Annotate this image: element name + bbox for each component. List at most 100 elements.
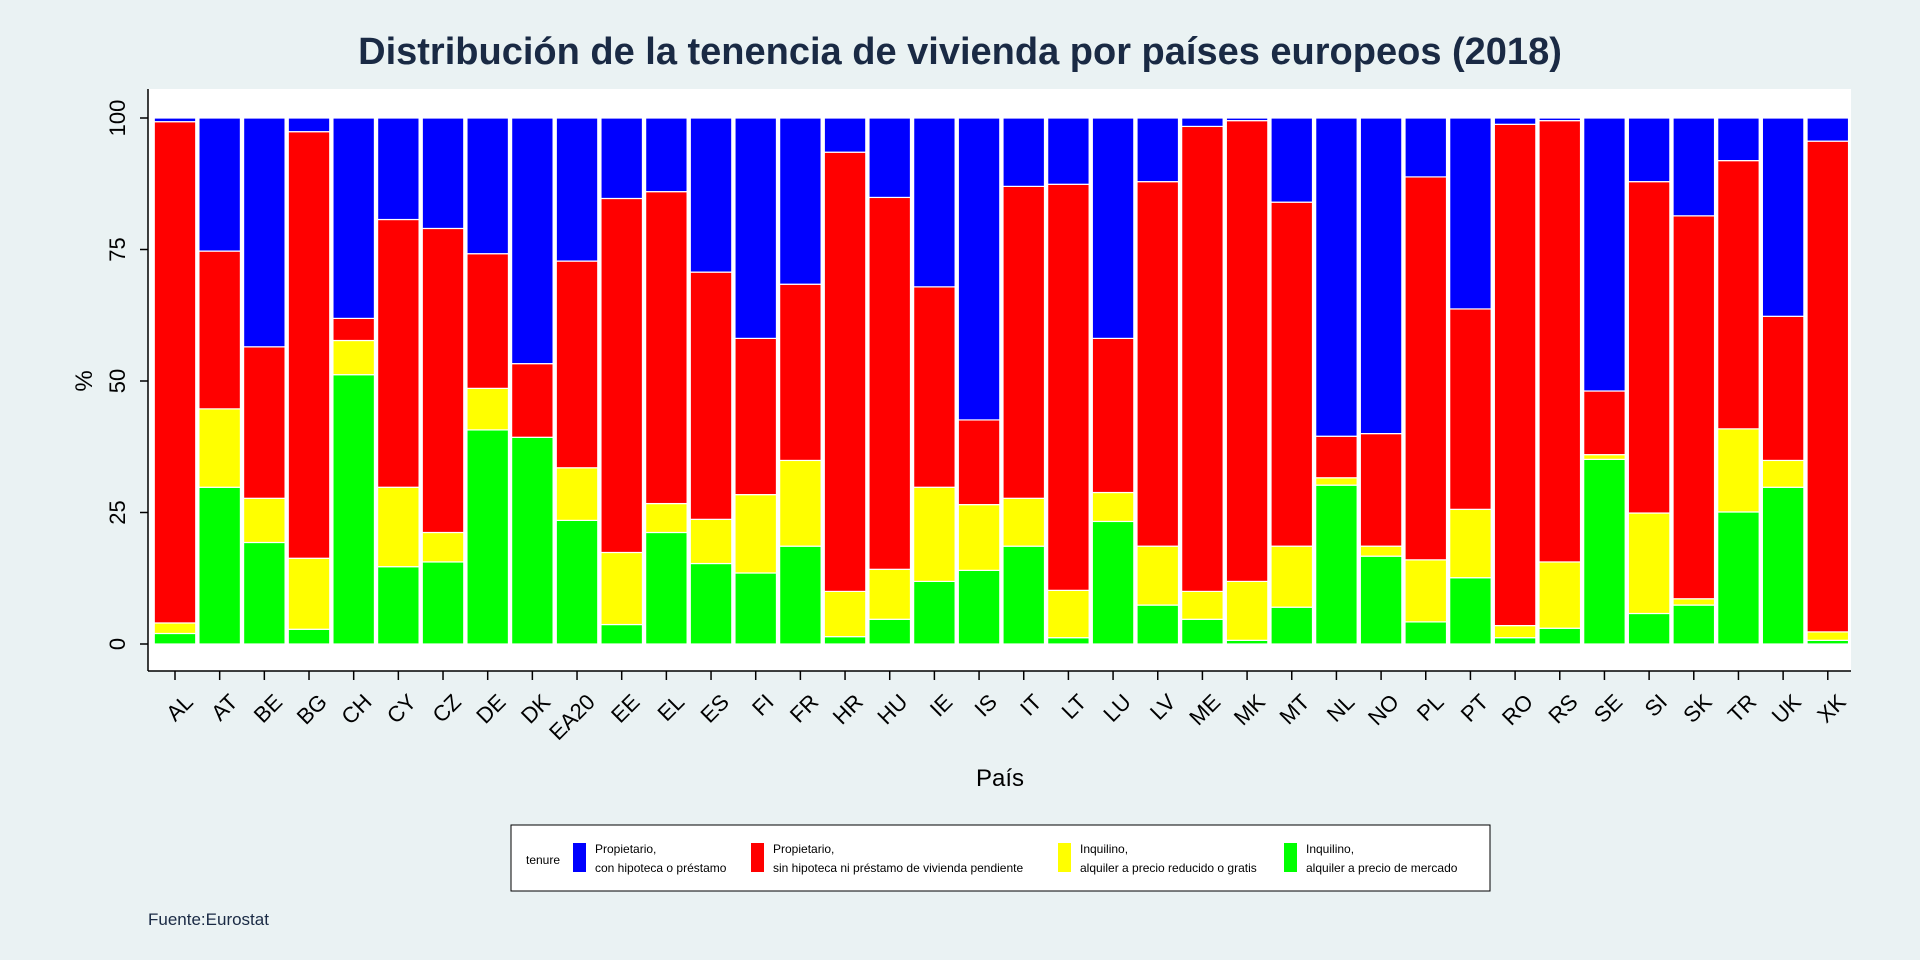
bar-segment-ee-0 — [600, 623, 644, 645]
bar-segment-ie-1 — [913, 486, 956, 583]
x-tick-label-me: ME — [1184, 689, 1225, 730]
bar-segment-xk-2 — [1806, 140, 1850, 633]
x-tick-label-lv: LV — [1145, 689, 1181, 725]
bar-segment-el-2 — [645, 191, 688, 505]
bar-segment-hr-3 — [823, 117, 867, 153]
x-tick-label-mk: MK — [1229, 689, 1270, 730]
legend-swatch — [1284, 843, 1297, 872]
bar-segment-xk-3 — [1806, 117, 1850, 142]
bar-segment-cy-3 — [377, 117, 420, 221]
chart-title: Distribución de la tenencia de vivienda … — [358, 31, 1562, 73]
x-tick-label-nl: NL — [1322, 689, 1360, 727]
bar-segment-ro-3 — [1493, 117, 1537, 125]
bar-segment-fr-3 — [779, 117, 822, 285]
bar-segment-uk-1 — [1761, 459, 1805, 488]
bar-segment-it-1 — [1002, 497, 1046, 547]
bar-segment-bg-1 — [287, 557, 331, 630]
x-tick-label-mt: MT — [1274, 689, 1314, 729]
bar-segment-xk-1 — [1806, 631, 1850, 641]
bar-segment-be-3 — [242, 117, 286, 348]
bar-segment-hu-0 — [868, 618, 912, 645]
bar-segment-is-3 — [957, 117, 1001, 421]
bar-segment-fi-1 — [734, 494, 778, 574]
x-tick-label-fr: FR — [785, 689, 823, 727]
bar-segment-at-3 — [198, 117, 242, 252]
bar-segment-se-3 — [1583, 117, 1626, 392]
bar-segment-tr-0 — [1717, 511, 1760, 645]
bar-segment-rs-1 — [1538, 561, 1582, 629]
x-tick-label-fi: FI — [747, 689, 779, 721]
x-axis-label: País — [976, 765, 1024, 792]
bar-segment-hu-1 — [868, 568, 912, 620]
bar-segment-nl-2 — [1315, 435, 1358, 479]
bar-segment-uk-3 — [1761, 117, 1805, 317]
y-tick-label: 25 — [105, 500, 130, 524]
legend-label-line1: Propietario, — [595, 842, 656, 856]
x-tick-label-is: IS — [970, 689, 1002, 721]
bar-segment-rs-3 — [1538, 117, 1582, 122]
bar-segment-hu-3 — [868, 117, 912, 199]
bar-segment-cy-0 — [377, 566, 420, 645]
bar-segment-at-2 — [198, 250, 242, 410]
x-tick-label-al: AL — [161, 689, 198, 726]
bar-segment-rs-2 — [1538, 120, 1582, 563]
bar-segment-fi-3 — [734, 117, 778, 339]
x-tick-label-es: ES — [695, 689, 733, 727]
x-tick-label-at: AT — [206, 689, 242, 725]
x-tick-label-si: SI — [1640, 689, 1672, 721]
bar-segment-cz-0 — [421, 561, 465, 645]
bar-segment-pt-0 — [1449, 577, 1492, 645]
bar-segment-mt-2 — [1270, 201, 1314, 547]
x-tick-label-be: BE — [249, 689, 287, 727]
bar-segment-hr-1 — [823, 590, 867, 638]
bar-segment-dk-2 — [511, 363, 554, 438]
bar-segment-pl-2 — [1404, 176, 1448, 561]
bar-segment-ch-3 — [332, 117, 376, 320]
bar-segment-fr-0 — [779, 545, 822, 645]
bar-segment-ch-2 — [332, 317, 376, 342]
bar-segment-me-1 — [1181, 590, 1224, 620]
bar-segment-fr-2 — [779, 283, 822, 462]
legend-label-line2: alquiler a precio reducido o gratis — [1080, 861, 1257, 875]
bar-segment-it-2 — [1002, 185, 1046, 499]
source-note: Fuente:Eurostat — [148, 910, 269, 929]
bar-segment-bg-2 — [287, 131, 331, 559]
x-tick-label-bg: BG — [292, 689, 332, 729]
bar-segment-de-3 — [466, 117, 510, 255]
bar-segment-pl-3 — [1404, 117, 1448, 178]
bar-segment-is-1 — [957, 504, 1001, 571]
bar-segment-be-1 — [242, 497, 286, 544]
x-tick-label-hr: HR — [828, 689, 868, 729]
bar-segment-ea20-1 — [555, 467, 599, 521]
legend-swatch — [1058, 843, 1071, 872]
x-tick-label-rs: RS — [1543, 689, 1582, 728]
x-tick-label-ee: EE — [606, 689, 644, 727]
legend-swatch — [751, 843, 764, 872]
bar-segment-ea20-3 — [555, 117, 599, 262]
bar-segment-ie-0 — [913, 580, 956, 645]
x-tick-label-it: IT — [1015, 689, 1047, 721]
bar-segment-nl-1 — [1315, 477, 1358, 486]
bar-segment-pt-3 — [1449, 117, 1492, 310]
bar-segment-hr-2 — [823, 151, 867, 592]
x-tick-label-pl: PL — [1412, 689, 1449, 726]
bar-segment-si-2 — [1627, 181, 1671, 514]
bar-segment-ee-3 — [600, 117, 644, 200]
bar-segment-no-3 — [1359, 117, 1403, 435]
bar-segment-cy-2 — [377, 218, 420, 488]
bar-segment-dk-0 — [511, 436, 554, 645]
bar-segment-is-2 — [957, 419, 1001, 506]
x-tick-label-ea20: EA20 — [544, 689, 600, 745]
x-tick-label-cy: CY — [382, 689, 422, 729]
bar-segment-es-0 — [689, 562, 733, 645]
bar-segment-cz-3 — [421, 117, 465, 230]
bar-segment-at-0 — [198, 486, 242, 645]
x-tick-label-se: SE — [1589, 689, 1627, 727]
legend-label-line2: alquiler a precio de mercado — [1306, 861, 1458, 875]
bar-segment-al-1 — [153, 622, 197, 635]
y-tick-label: 0 — [105, 638, 130, 650]
bar-segment-sk-0 — [1672, 604, 1716, 645]
bar-segment-ch-1 — [332, 339, 376, 376]
bar-segment-fi-2 — [734, 337, 778, 496]
bar-segment-el-3 — [645, 117, 688, 193]
